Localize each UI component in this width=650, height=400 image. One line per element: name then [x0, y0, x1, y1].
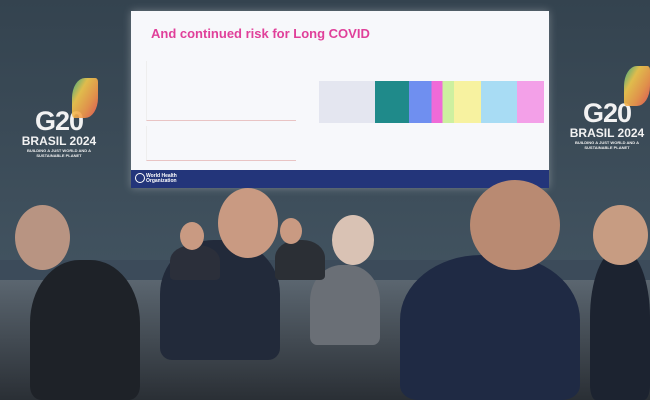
- who-label: World Health Organization: [146, 173, 177, 184]
- g20-logo-right: G20 BRASIL 2024 BUILDING A JUST WORLD AN…: [562, 66, 650, 150]
- logo-tagline: BUILDING A JUST WORLD AND A SUSTAINABLE …: [574, 140, 640, 150]
- delegate: [590, 250, 650, 400]
- g20-logo-left: G20 BRASIL 2024 BUILDING A JUST WORLD AN…: [14, 78, 104, 158]
- delegate-head: [593, 205, 648, 265]
- delegate-head: [332, 215, 374, 265]
- line-plot-top: [146, 61, 296, 121]
- logo-brand: G20: [582, 98, 632, 128]
- logo-subtitle: BRASIL 2024: [569, 126, 645, 140]
- presentation-screen: And continued risk for Long COVID World …: [131, 11, 549, 188]
- delegate: [400, 255, 580, 400]
- delegate: [30, 260, 140, 400]
- delegate: [170, 245, 220, 280]
- delegate-head: [218, 188, 278, 258]
- logo-tagline: BUILDING A JUST WORLD AND A SUSTAINABLE …: [26, 148, 92, 158]
- line-plot-bottom: [146, 126, 296, 161]
- delegate-head: [15, 205, 70, 270]
- logo-subtitle: BRASIL 2024: [21, 134, 97, 148]
- variant-stacked-chart: [319, 81, 544, 123]
- slide-footer: World Health Organization: [131, 170, 549, 188]
- swoosh-icon: [72, 78, 98, 118]
- delegate-head: [470, 180, 560, 270]
- slide-title: And continued risk for Long COVID: [151, 26, 370, 41]
- swoosh-icon: [624, 66, 650, 106]
- delegate-head: [280, 218, 302, 244]
- delegate: [275, 240, 325, 280]
- delegate-head: [180, 222, 204, 250]
- who-emblem-icon: [135, 173, 145, 183]
